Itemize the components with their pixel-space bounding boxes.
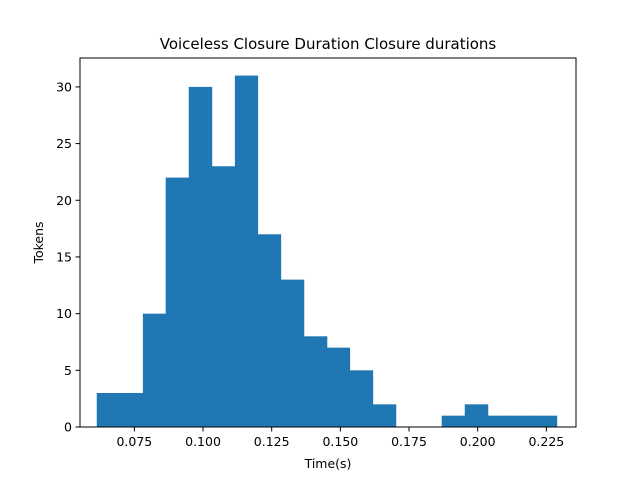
histogram-bar [188, 86, 213, 427]
y-tick-label: 15 [56, 249, 72, 264]
y-tick-label: 10 [56, 306, 72, 321]
histogram-bar [280, 279, 305, 427]
histogram-bars [96, 75, 558, 428]
y-tick-label: 5 [64, 363, 72, 378]
histogram-bar [96, 392, 121, 427]
histogram-bar [257, 234, 282, 427]
x-tick-label: 0.200 [460, 434, 496, 449]
y-axis-ticks: 0 5 10 15 20 25 30 [56, 79, 80, 435]
y-tick-label: 20 [56, 193, 72, 208]
y-tick-label: 25 [56, 136, 72, 151]
histogram-bar [165, 177, 190, 427]
x-tick-label: 0.150 [322, 434, 358, 449]
x-tick-label: 0.100 [185, 434, 221, 449]
histogram-bar [441, 415, 466, 427]
histogram-bar [487, 415, 512, 427]
histogram-bar [533, 415, 558, 427]
x-tick-label: 0.225 [528, 434, 564, 449]
x-axis-label: Time(s) [304, 456, 352, 471]
y-tick-label: 30 [56, 79, 72, 94]
histogram-bar [349, 370, 374, 427]
x-tick-label: 0.075 [116, 434, 152, 449]
chart-title: Voiceless Closure Duration Closure durat… [160, 35, 497, 53]
y-axis-label: Tokens [31, 221, 46, 264]
histogram-bar [326, 347, 351, 427]
histogram-bar [119, 392, 144, 427]
x-tick-label: 0.125 [254, 434, 290, 449]
x-axis-ticks: 0.075 0.100 0.125 0.150 0.175 0.200 0.225 [116, 427, 564, 449]
histogram-bar [510, 415, 535, 427]
axes-frame [79, 57, 577, 428]
x-tick-label: 0.175 [391, 434, 427, 449]
y-tick-label: 0 [64, 420, 72, 435]
histogram-bar [303, 336, 328, 427]
histogram-bar [464, 404, 489, 427]
histogram-bar [372, 404, 397, 427]
histogram-bar [211, 166, 236, 427]
histogram-bar [142, 313, 167, 427]
histogram-bar [234, 75, 259, 428]
